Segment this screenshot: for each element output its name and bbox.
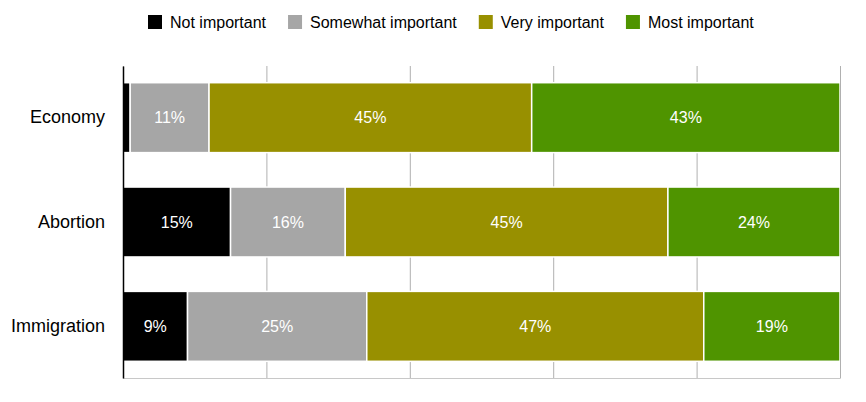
data-label: 16% (272, 214, 304, 231)
data-label: 11% (154, 109, 185, 126)
data-labels: 11% 45% 43% 15% 16% 45% 24% 9% 25% 47% 19% (144, 109, 788, 335)
data-label: 24% (738, 214, 770, 231)
data-label: 19% (756, 318, 788, 335)
data-label: 45% (354, 109, 386, 126)
bar-segment (345, 187, 668, 257)
legend-item: Not important (148, 14, 267, 31)
y-tick: Immigration (11, 316, 123, 336)
bar-segment (704, 291, 840, 361)
data-label: 47% (519, 318, 551, 335)
legend-label: Most important (648, 14, 754, 31)
bars (123, 83, 840, 362)
bar-segment (123, 291, 188, 361)
category-label: Immigration (11, 316, 105, 336)
data-label: 25% (261, 318, 293, 335)
y-tick: Abortion (38, 212, 123, 232)
legend-label: Very important (501, 14, 605, 31)
grid-line (840, 66, 841, 378)
legend-swatch (479, 15, 493, 29)
category-label: Abortion (38, 212, 105, 232)
grid-line (123, 66, 124, 378)
bar-segment (532, 83, 840, 153)
legend-item: Very important (479, 14, 605, 31)
legend-swatch (288, 15, 302, 29)
bar-segment (123, 187, 231, 257)
x-axis-line (124, 66, 841, 379)
data-label: 15% (161, 214, 193, 231)
bar-segment (231, 187, 346, 257)
legend-swatch (626, 15, 640, 29)
x-axis (124, 66, 841, 379)
legend-label: Somewhat important (310, 14, 457, 31)
x-tick (123, 66, 124, 378)
data-label: 45% (491, 214, 523, 231)
legend-label: Not important (170, 14, 267, 31)
y-axis-line (123, 67, 125, 379)
chart: 11% 45% 43% 15% 16% 45% 24% 9% 25% 47% 19% Economy A… (0, 0, 866, 402)
legend-item: Somewhat important (288, 14, 457, 31)
data-label: 43% (670, 109, 702, 126)
bar-segment (188, 291, 367, 361)
legend: Not important Somewhat important Very impo… (148, 14, 754, 31)
y-axis: Economy Abortion Immigration (11, 67, 124, 379)
data-label: 9% (144, 318, 167, 335)
legend-swatch (148, 15, 162, 29)
bar-segment (668, 187, 840, 257)
category-label: Economy (30, 107, 105, 127)
legend-item: Most important (626, 14, 754, 31)
y-tick: Economy (30, 107, 123, 127)
bar-segment (367, 291, 704, 361)
x-tick (840, 66, 841, 378)
bar-segment (130, 83, 209, 153)
bar-segment (209, 83, 532, 153)
